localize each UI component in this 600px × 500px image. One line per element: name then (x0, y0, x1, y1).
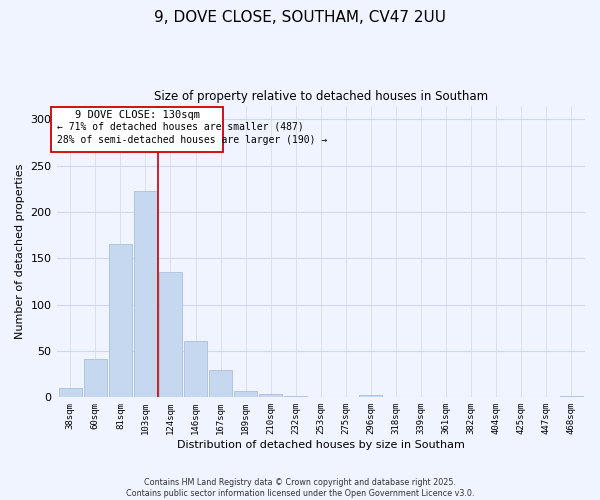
Text: Contains HM Land Registry data © Crown copyright and database right 2025.
Contai: Contains HM Land Registry data © Crown c… (126, 478, 474, 498)
Bar (259, 394, 282, 398)
Bar (59, 388, 82, 398)
Bar (359, 396, 382, 398)
FancyBboxPatch shape (51, 107, 223, 152)
Text: ← 71% of detached houses are smaller (487): ← 71% of detached houses are smaller (48… (56, 122, 303, 132)
Bar (560, 396, 583, 398)
Bar (209, 370, 232, 398)
Bar (109, 244, 132, 398)
Bar (84, 360, 107, 398)
Text: 9, DOVE CLOSE, SOUTHAM, CV47 2UU: 9, DOVE CLOSE, SOUTHAM, CV47 2UU (154, 10, 446, 25)
Y-axis label: Number of detached properties: Number of detached properties (15, 164, 25, 339)
Bar (159, 272, 182, 398)
Text: 28% of semi-detached houses are larger (190) →: 28% of semi-detached houses are larger (… (56, 134, 327, 144)
Text: 9 DOVE CLOSE: 130sqm: 9 DOVE CLOSE: 130sqm (74, 110, 200, 120)
Bar (284, 396, 307, 398)
Title: Size of property relative to detached houses in Southam: Size of property relative to detached ho… (154, 90, 488, 103)
Bar (134, 191, 157, 398)
Bar (184, 341, 207, 398)
Bar (234, 391, 257, 398)
X-axis label: Distribution of detached houses by size in Southam: Distribution of detached houses by size … (177, 440, 465, 450)
